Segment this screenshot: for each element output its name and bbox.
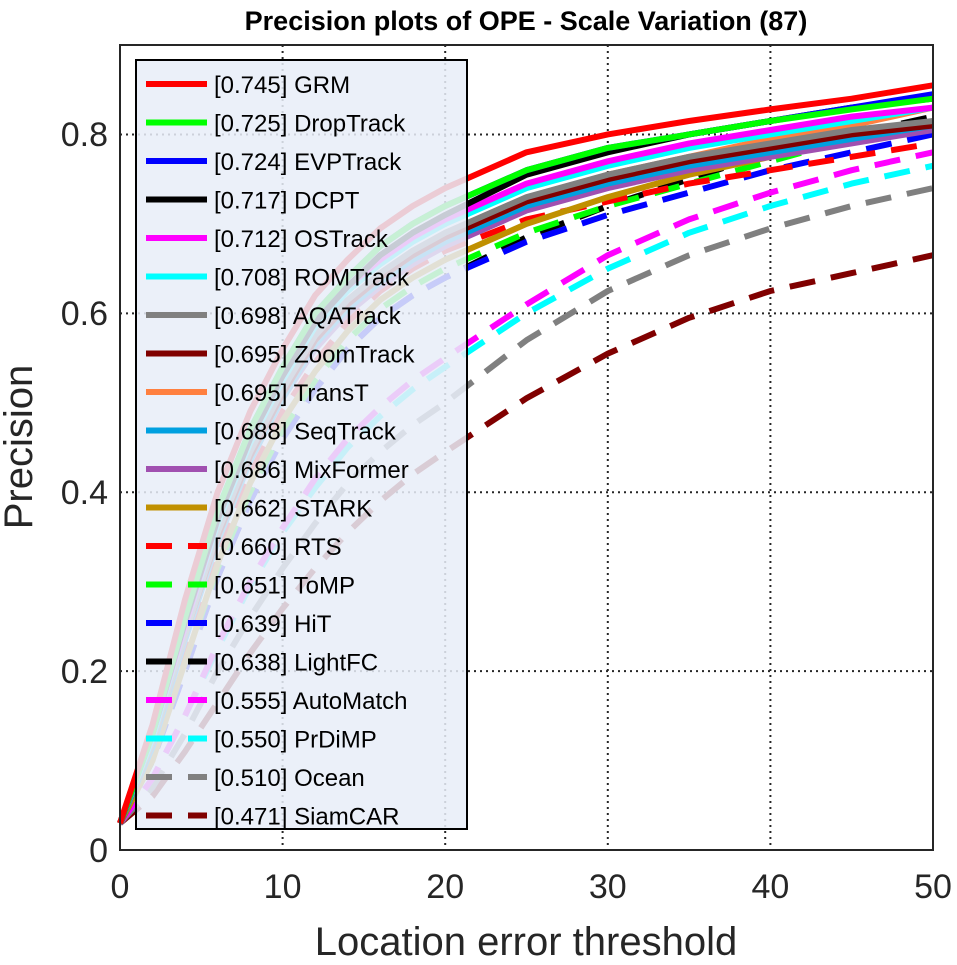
- legend-label-droptrack: [0.725] DropTrack: [214, 111, 406, 138]
- y-tick-label: 0: [89, 832, 108, 870]
- y-axis-ticks: 0 0.2 0.4 0.6 0.8: [61, 116, 108, 870]
- legend-items: [0.745] GRM [0.725] DropTrack [0.724] EVPT…: [146, 72, 416, 831]
- legend-label-tomp: [0.651] ToMP: [214, 573, 355, 600]
- legend-label-stark: [0.662] STARK: [214, 496, 372, 523]
- x-axis-ticks: 0 10 20 30 40 50: [111, 868, 952, 906]
- x-tick-label: 10: [264, 868, 302, 906]
- legend-label-romtrack: [0.708] ROMTrack: [214, 265, 410, 292]
- series-line-ocean: [117, 185, 934, 826]
- x-axis-label: Location error threshold: [315, 920, 737, 964]
- y-tick-label: 0.2: [61, 653, 108, 691]
- x-tick-label: 50: [914, 868, 952, 906]
- y-tick-label: 0.6: [61, 295, 108, 333]
- legend-label-aqatrack: [0.698] AQATrack: [214, 303, 402, 330]
- legend-label-siamcar: [0.471] SiamCAR: [214, 804, 399, 831]
- x-tick-label: 30: [589, 868, 627, 906]
- legend-label-grm: [0.745] GRM: [214, 72, 350, 99]
- legend-label-lightfc: [0.638] LightFC: [214, 650, 378, 677]
- legend-label-hit: [0.639] HiT: [214, 611, 332, 638]
- legend: [0.745] GRM [0.725] DropTrack [0.724] EVPT…: [135, 59, 468, 831]
- legend-label-evptrack: [0.724] EVPTrack: [214, 149, 402, 176]
- legend-label-automatch: [0.555] AutoMatch: [214, 688, 407, 715]
- legend-label-ostrack: [0.712] OSTrack: [214, 226, 389, 253]
- plot-frame: [119, 44, 934, 851]
- y-tick-label: 0.4: [61, 474, 108, 512]
- x-tick-label: 20: [426, 868, 464, 906]
- x-tick-label: 40: [751, 868, 789, 906]
- legend-label-rts: [0.660] RTS: [214, 534, 342, 561]
- chart-title: Precision plots of OPE - Scale Variation…: [245, 6, 808, 36]
- legend-label-transt: [0.695] TransT: [214, 380, 369, 407]
- legend-label-dcpt: [0.717] DCPT: [214, 188, 360, 215]
- legend-label-prdimp: [0.550] PrDiMP: [214, 727, 377, 754]
- y-tick-label: 0.8: [61, 116, 108, 154]
- legend-label-mixformer: [0.686] MixFormer: [214, 457, 409, 484]
- y-axis-label: Precision: [0, 365, 41, 530]
- legend-label-seqtrack: [0.688] SeqTrack: [214, 419, 397, 446]
- legend-label-zoomtrack: [0.695] ZoomTrack: [214, 342, 416, 369]
- series-line-tomp: [117, 118, 934, 825]
- legend-label-ocean: [0.510] Ocean: [214, 765, 365, 792]
- x-tick-label: 0: [111, 868, 130, 906]
